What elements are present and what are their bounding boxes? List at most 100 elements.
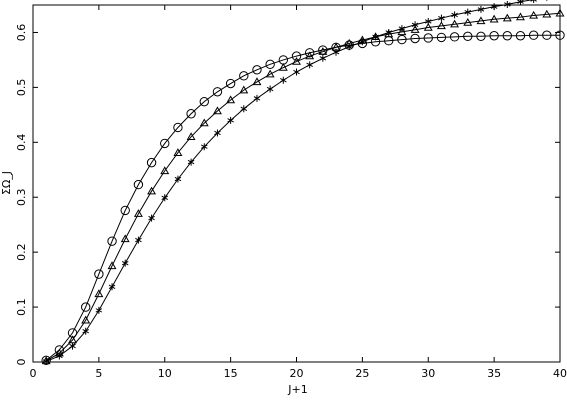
data-point-star [411,21,419,29]
y-axis-label: ΣΩ_J [0,171,13,195]
data-point-circle [107,236,117,246]
data-point-triangle [318,47,328,55]
data-point-circle [502,31,512,41]
data-point-triangle [212,106,222,115]
axis-ticks: 0 5 10 15 20 25 30 35 40 0 0.1 0.2 0.3 0.4 0.5 0.6 [15,5,567,380]
data-point-star [451,11,458,19]
data-point-circle [436,32,447,43]
data-point-star [240,105,248,113]
data-point-triangle [292,56,301,65]
data-point-triangle [173,148,183,156]
data-point-star [95,306,103,314]
y-tick-label: 0.6 [15,24,28,42]
data-point-triangle [423,22,433,31]
x-tick-label: 25 [355,367,369,380]
data-point-star [332,48,340,56]
data-point-triangle [516,12,525,21]
data-point-circle [199,96,209,107]
y-tick-label: 0.2 [15,243,28,261]
data-point-triangle [476,16,486,25]
data-point-triangle [397,27,407,36]
data-point-star [200,143,208,151]
y-tick-label: 0.3 [15,188,28,206]
data-point-triangle [529,10,539,19]
data-point-star [424,17,432,25]
data-point-triangle [450,19,460,28]
data-point-star [42,357,50,365]
data-point-triangle [502,13,512,22]
data-point-star [438,14,445,22]
series-layer [41,0,565,366]
data-point-triangle [265,69,275,78]
data-point-triangle [278,63,288,71]
series-line [45,34,560,361]
data-point-triangle [252,77,262,86]
data-point-circle [463,31,473,42]
data-point-star [187,158,195,166]
data-point-triangle [120,234,130,243]
data-point-star [319,54,327,62]
data-point-circle [528,30,539,40]
y-tick-label: 0.4 [15,134,28,152]
data-point-star [517,0,524,6]
data-point-circle [94,269,104,279]
data-point-star [490,3,498,11]
data-point-circle [542,30,552,40]
x-tick-label: 35 [487,367,501,380]
data-point-triangle [147,186,157,195]
data-point-triangle [199,118,209,127]
data-point-circle [120,205,130,216]
data-point-circle [81,302,91,312]
series-circle [41,30,565,366]
data-point-triangle [107,261,117,270]
data-point-circle [252,65,262,75]
x-tick-label: 0 [30,367,37,380]
data-point-star [135,236,142,244]
data-point-triangle [555,8,565,17]
y-tick-label: 0.5 [15,79,28,97]
data-point-circle [291,51,302,61]
data-point-circle [186,109,196,119]
data-point-circle [239,71,249,81]
x-tick-label: 20 [290,367,304,380]
series-star [42,0,548,365]
data-point-circle [304,48,315,58]
data-point-star [161,194,169,202]
data-point-circle [212,87,223,97]
data-point-circle [173,122,183,133]
data-point-star [69,342,76,350]
series-line [45,0,534,362]
data-point-star [280,76,287,84]
x-tick-label: 30 [421,367,435,380]
data-point-circle [146,157,157,168]
data-point-star [372,33,379,41]
data-point-circle [423,33,433,43]
data-point-star [148,214,155,222]
data-point-circle [133,179,144,190]
data-point-triangle [186,132,196,141]
data-point-star [359,38,366,46]
data-point-circle [476,31,486,42]
data-point-star [227,116,234,124]
data-point-circle [160,138,170,149]
data-point-star [477,5,485,13]
x-tick-label: 40 [553,367,567,380]
data-point-triangle [239,85,249,94]
data-point-triangle [436,21,446,30]
data-point-circle [225,78,236,89]
data-point-star [108,283,116,291]
data-point-triangle [160,166,170,175]
data-point-triangle [542,9,552,18]
data-point-star [174,175,182,183]
data-point-triangle [305,51,315,60]
data-point-triangle [463,17,473,26]
data-point-circle [515,31,526,41]
series-line [45,12,561,362]
data-point-circle [449,32,460,42]
data-point-circle [265,59,275,70]
x-tick-label: 10 [158,367,172,380]
data-point-star [530,0,537,4]
data-point-circle [397,34,407,45]
